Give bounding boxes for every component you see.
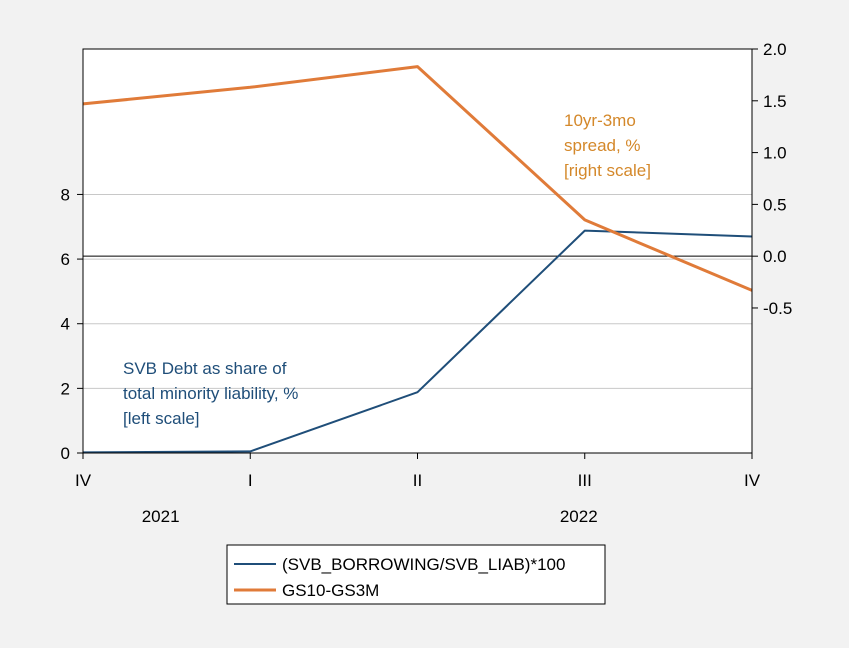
x-tick-label: III (578, 471, 592, 490)
legend-label: (SVB_BORROWING/SVB_LIAB)*100 (282, 555, 565, 574)
legend-label: GS10-GS3M (282, 581, 379, 600)
annotations: 10yr-3mo spread, % [right scale] SVB Debt a… (123, 111, 651, 428)
legend-box (226, 544, 606, 605)
x-tick-label: IV (744, 471, 761, 490)
annotation-line: total minority liability, % (123, 384, 298, 403)
right-tick-label: 1.0 (763, 144, 787, 163)
right-tick-label: 1.5 (763, 92, 787, 111)
series-lines (82, 65, 753, 454)
left-tick-label: 8 (61, 185, 70, 204)
year-label: 2021 (142, 507, 180, 526)
right-tick-label: 0.0 (763, 247, 787, 266)
x-tick-label: II (413, 471, 422, 490)
left-tick-label: 4 (61, 315, 70, 334)
right-tick-label: 2.0 (763, 40, 787, 59)
annotation-line: [right scale] (564, 161, 651, 180)
year-label: 2022 (560, 507, 598, 526)
series-line-svb-borrowing-share (82, 229, 753, 454)
annotation-line: SVB Debt as share of (123, 359, 287, 378)
series-line-gs10-gs3m (82, 65, 753, 292)
left-tick-label: 6 (61, 250, 70, 269)
x-tick-label: I (248, 471, 253, 490)
annotation-line: spread, % (564, 136, 641, 155)
right-tick-label: -0.5 (763, 299, 792, 318)
legend: (SVB_BORROWING/SVB_LIAB)*100 GS10-GS3M (226, 544, 606, 605)
left-tick-label: 2 (61, 379, 70, 398)
left-axis: 0 2 4 6 8 (61, 185, 83, 463)
x-tick-label: IV (75, 471, 92, 490)
grid-lines (83, 193, 752, 389)
annotation-line: [left scale] (123, 409, 200, 428)
right-tick-label: 0.5 (763, 195, 787, 214)
left-tick-label: 0 (61, 444, 70, 463)
right-axis: -0.5 0.0 0.5 1.0 1.5 2.0 (752, 40, 792, 318)
plot-area (83, 49, 752, 453)
annotation-line: 10yr-3mo (564, 111, 636, 130)
